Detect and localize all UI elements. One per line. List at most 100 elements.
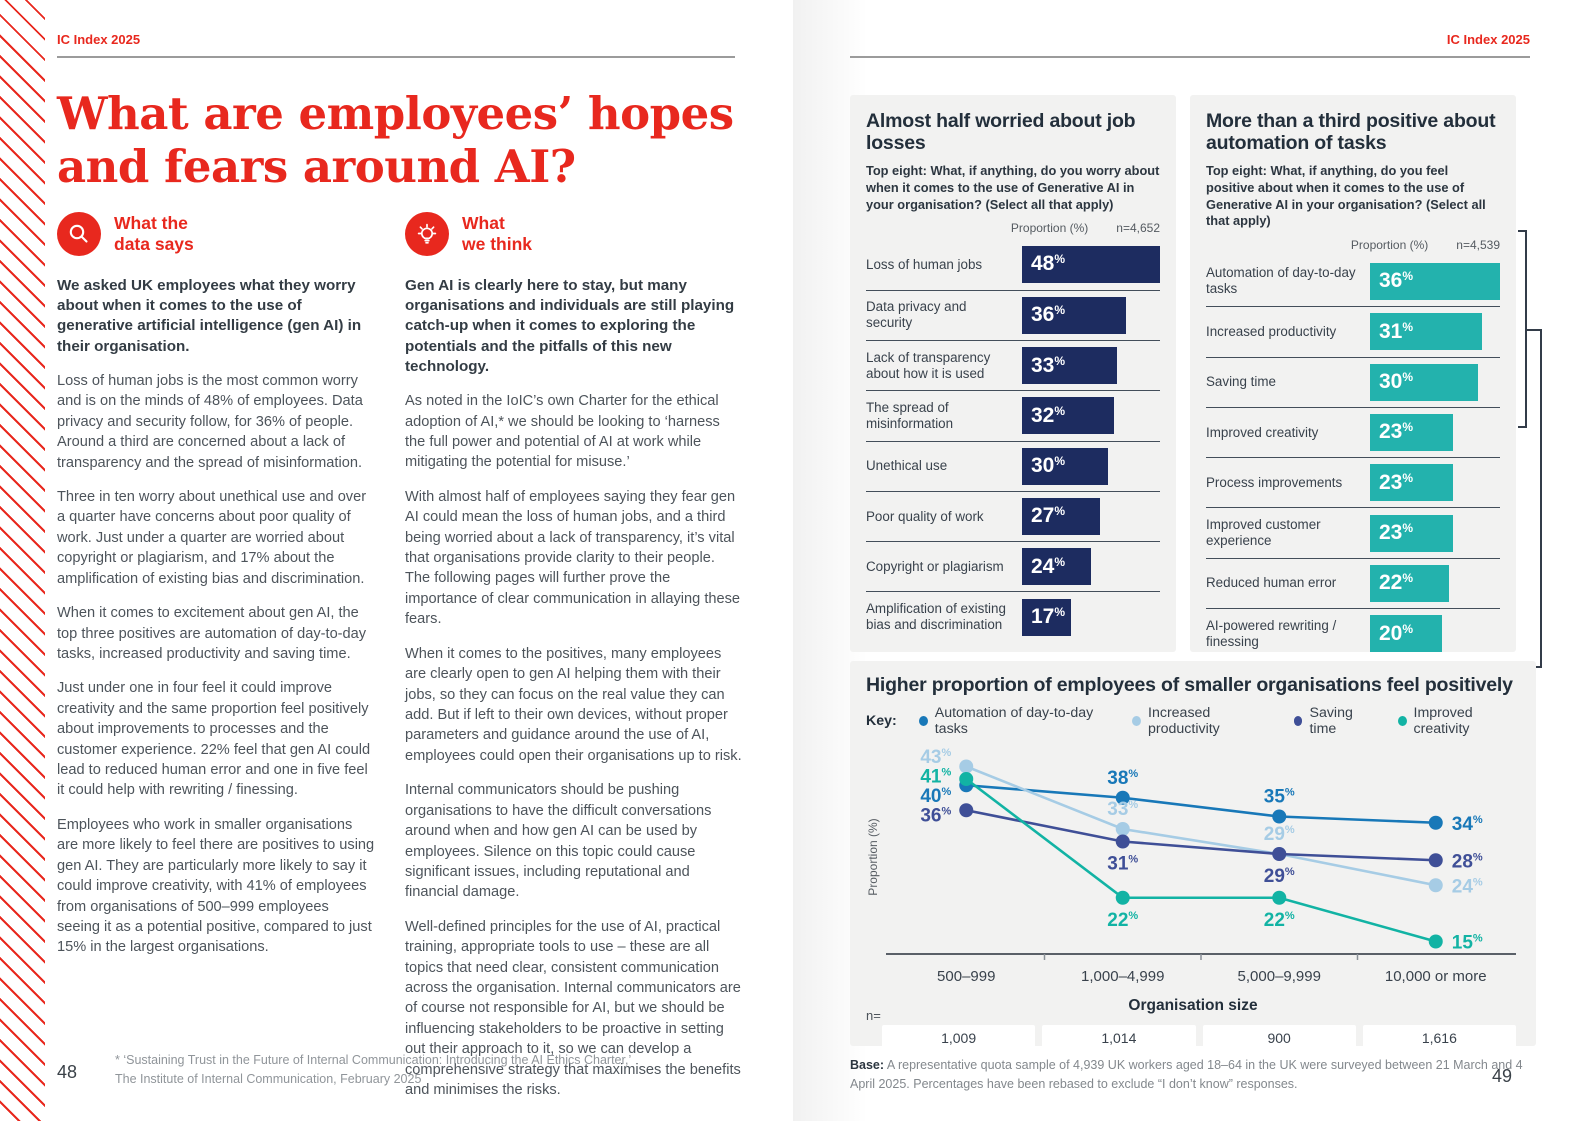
bar: 31% <box>1370 313 1482 351</box>
page-header: IC Index 2025 <box>850 32 1530 58</box>
legend-item: Automation of day-to-day tasks <box>918 705 1110 738</box>
footnote: * ‘Sustaining Trust in the Future of Int… <box>115 1053 632 1087</box>
legend-label: Key: <box>866 713 897 730</box>
bar-track: 23% <box>1370 413 1500 451</box>
svg-text:22%: 22% <box>1107 910 1138 931</box>
bar-row: Improved customer experience 23% <box>1206 507 1500 557</box>
bar-track: 23% <box>1370 514 1500 552</box>
page-right: IC Index 2025 Almost half worried about … <box>793 0 1586 1121</box>
svg-text:5,000–9,999: 5,000–9,999 <box>1238 968 1321 985</box>
chart-subtitle: Top eight: What, if anything, do you wor… <box>866 163 1160 212</box>
legend-text: Improved creativity <box>1413 705 1473 738</box>
bar-rows: Automation of day-to-day tasks 36% Increas… <box>1206 256 1500 658</box>
chart-axis-row: Proportion (%) n=4,652 <box>866 221 1160 235</box>
legend-text: Automation of day-to-day tasks <box>934 705 1094 738</box>
body-paragraphs: Loss of human jobs is the most common wo… <box>57 371 375 958</box>
bar-track: 17% <box>1022 598 1160 636</box>
bar: 33% <box>1022 347 1117 385</box>
bar-row: Improved creativity 23% <box>1206 406 1500 457</box>
bar-value: 27% <box>1031 504 1066 528</box>
bar: 20% <box>1370 615 1443 653</box>
bar-track: 20% <box>1370 615 1500 653</box>
bar-category-label: Process improvements <box>1206 474 1343 490</box>
bar-track: 23% <box>1370 464 1500 502</box>
page-number-left: 48 <box>57 1062 78 1082</box>
bar-track: 31% <box>1370 313 1500 351</box>
page-title: What are employees’ hopes and fears arou… <box>57 87 734 193</box>
chart-legend: Key: Automation of day-to-day tasks Incre… <box>866 705 1520 737</box>
svg-text:35%: 35% <box>1264 787 1295 808</box>
paragraph: Loss of human jobs is the most common wo… <box>57 372 363 471</box>
positives-bar-chart-panel: More than a third positive about automat… <box>1190 95 1516 653</box>
column-what-we-think: What we think Gen AI is clearly here to … <box>405 212 743 1101</box>
intro-paragraph: Gen AI is clearly here to stay, but many… <box>405 277 735 375</box>
worries-bar-chart-panel: Almost half worried about job losses Top… <box>850 95 1176 652</box>
report-name: IC Index 2025 <box>57 32 141 47</box>
bar-category-label: Unethical use <box>866 458 948 474</box>
bar-value: 36% <box>1031 303 1066 327</box>
bar-value: 31% <box>1379 319 1414 343</box>
svg-text:34%: 34% <box>1452 814 1483 835</box>
section-head-we-think: What we think <box>405 212 743 256</box>
bar-category-label: Amplification of existing bias and discr… <box>866 601 1006 633</box>
bar-track: 30% <box>1370 363 1500 401</box>
sample-size-box: 1,616 <box>1362 1025 1516 1052</box>
bar-value: 32% <box>1031 403 1066 427</box>
line-chart-panel: Higher proportion of employees of smalle… <box>850 661 1536 1052</box>
svg-text:24%: 24% <box>1452 876 1483 897</box>
axis-label: Proportion (%) <box>1010 221 1089 236</box>
section-title: What the data says <box>114 213 194 254</box>
bar: 17% <box>1022 598 1071 636</box>
legend-dot-icon <box>1132 716 1142 727</box>
sample-size-box: 1,014 <box>1042 1025 1196 1052</box>
svg-text:1,000–4,999: 1,000–4,999 <box>1081 968 1164 985</box>
decorative-diagonal-stripes <box>0 0 45 1121</box>
page-left: IC Index 2025 What are employees’ hopes … <box>45 0 793 1121</box>
paragraph: As noted in the IoIC’s own Charter for t… <box>405 393 720 471</box>
bar-category-label: Lack of transparency about how it is use… <box>866 349 991 381</box>
page-number-right: 49 <box>1492 1066 1513 1086</box>
bar-track: 24% <box>1022 548 1160 586</box>
paragraph: Three in ten worry about unethical use a… <box>57 488 367 587</box>
bar-category-label: Improved customer experience <box>1206 517 1321 549</box>
chart-axis-row: Proportion (%) n=4,539 <box>1206 238 1500 252</box>
intro-paragraph: We asked UK employees what they worry ab… <box>57 277 362 355</box>
bar-value: 36% <box>1379 269 1414 293</box>
base-note: Base: A representative quota sample of 4… <box>850 1058 1523 1091</box>
bar-category-label: Copyright or plagiarism <box>866 558 1004 574</box>
bar-row: Increased productivity 31% <box>1206 306 1500 356</box>
svg-text:29%: 29% <box>1264 824 1295 845</box>
bar-category-label: Automation of day-to-day tasks <box>1206 265 1356 297</box>
bar-track: 48% <box>1022 245 1160 283</box>
bar: 30% <box>1370 363 1479 401</box>
header-rule <box>57 56 735 58</box>
n-equals-label: n= <box>866 1008 881 1024</box>
svg-text:31%: 31% <box>1107 854 1138 875</box>
paragraph: With almost half of employees saying the… <box>405 488 741 628</box>
bar-category-label: Saving time <box>1206 374 1276 390</box>
chart-title: Almost half worried about job losses <box>866 110 1136 155</box>
legend-text: Saving time <box>1309 705 1353 738</box>
bar-category-label: The spread of misinformation <box>866 400 954 431</box>
bar-category-label: Loss of human jobs <box>866 256 983 272</box>
bar-track: 30% <box>1022 447 1160 485</box>
svg-text:36%: 36% <box>920 806 951 827</box>
sample-size: n=4,652 <box>1116 221 1160 236</box>
legend-dot-icon <box>918 716 928 727</box>
bar-category-label: Poor quality of work <box>866 508 984 524</box>
chart-subtitle: Top eight: What, if anything, do you fee… <box>1206 163 1486 229</box>
svg-text:38%: 38% <box>1107 768 1138 789</box>
line-chart-svg: Proportion (%) 500–999 1,000–4,999 5,000–9,… <box>866 747 1516 985</box>
bar-row: Poor quality of work 27% <box>866 490 1160 541</box>
svg-text:15%: 15% <box>1452 933 1483 954</box>
header-rule <box>850 56 1530 58</box>
axis-label: Proportion (%) <box>1350 237 1429 252</box>
svg-text:43%: 43% <box>920 747 951 768</box>
bar-value: 23% <box>1379 420 1414 444</box>
bar-row: Reduced human error 22% <box>1206 557 1500 608</box>
lightbulb-icon <box>405 212 449 256</box>
x-axis-title-row: n= Organisation size <box>866 997 1520 1023</box>
bar-row: The spread of misinformation 32% <box>866 390 1160 440</box>
legend-item: Increased productivity <box>1132 705 1272 737</box>
bar: 36% <box>1370 262 1500 300</box>
